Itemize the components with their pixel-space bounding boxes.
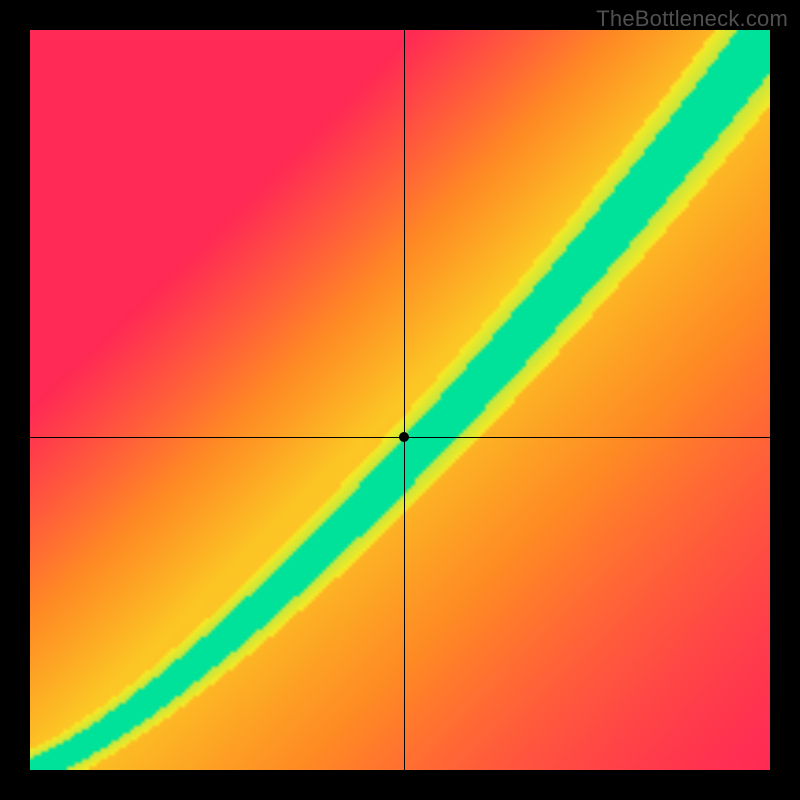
outer-frame: TheBottleneck.com <box>0 0 800 800</box>
watermark-text: TheBottleneck.com <box>596 6 788 32</box>
crosshair-dot <box>399 432 409 442</box>
heatmap-canvas <box>30 30 770 770</box>
plot-area <box>30 30 770 770</box>
crosshair-vertical <box>404 30 405 770</box>
